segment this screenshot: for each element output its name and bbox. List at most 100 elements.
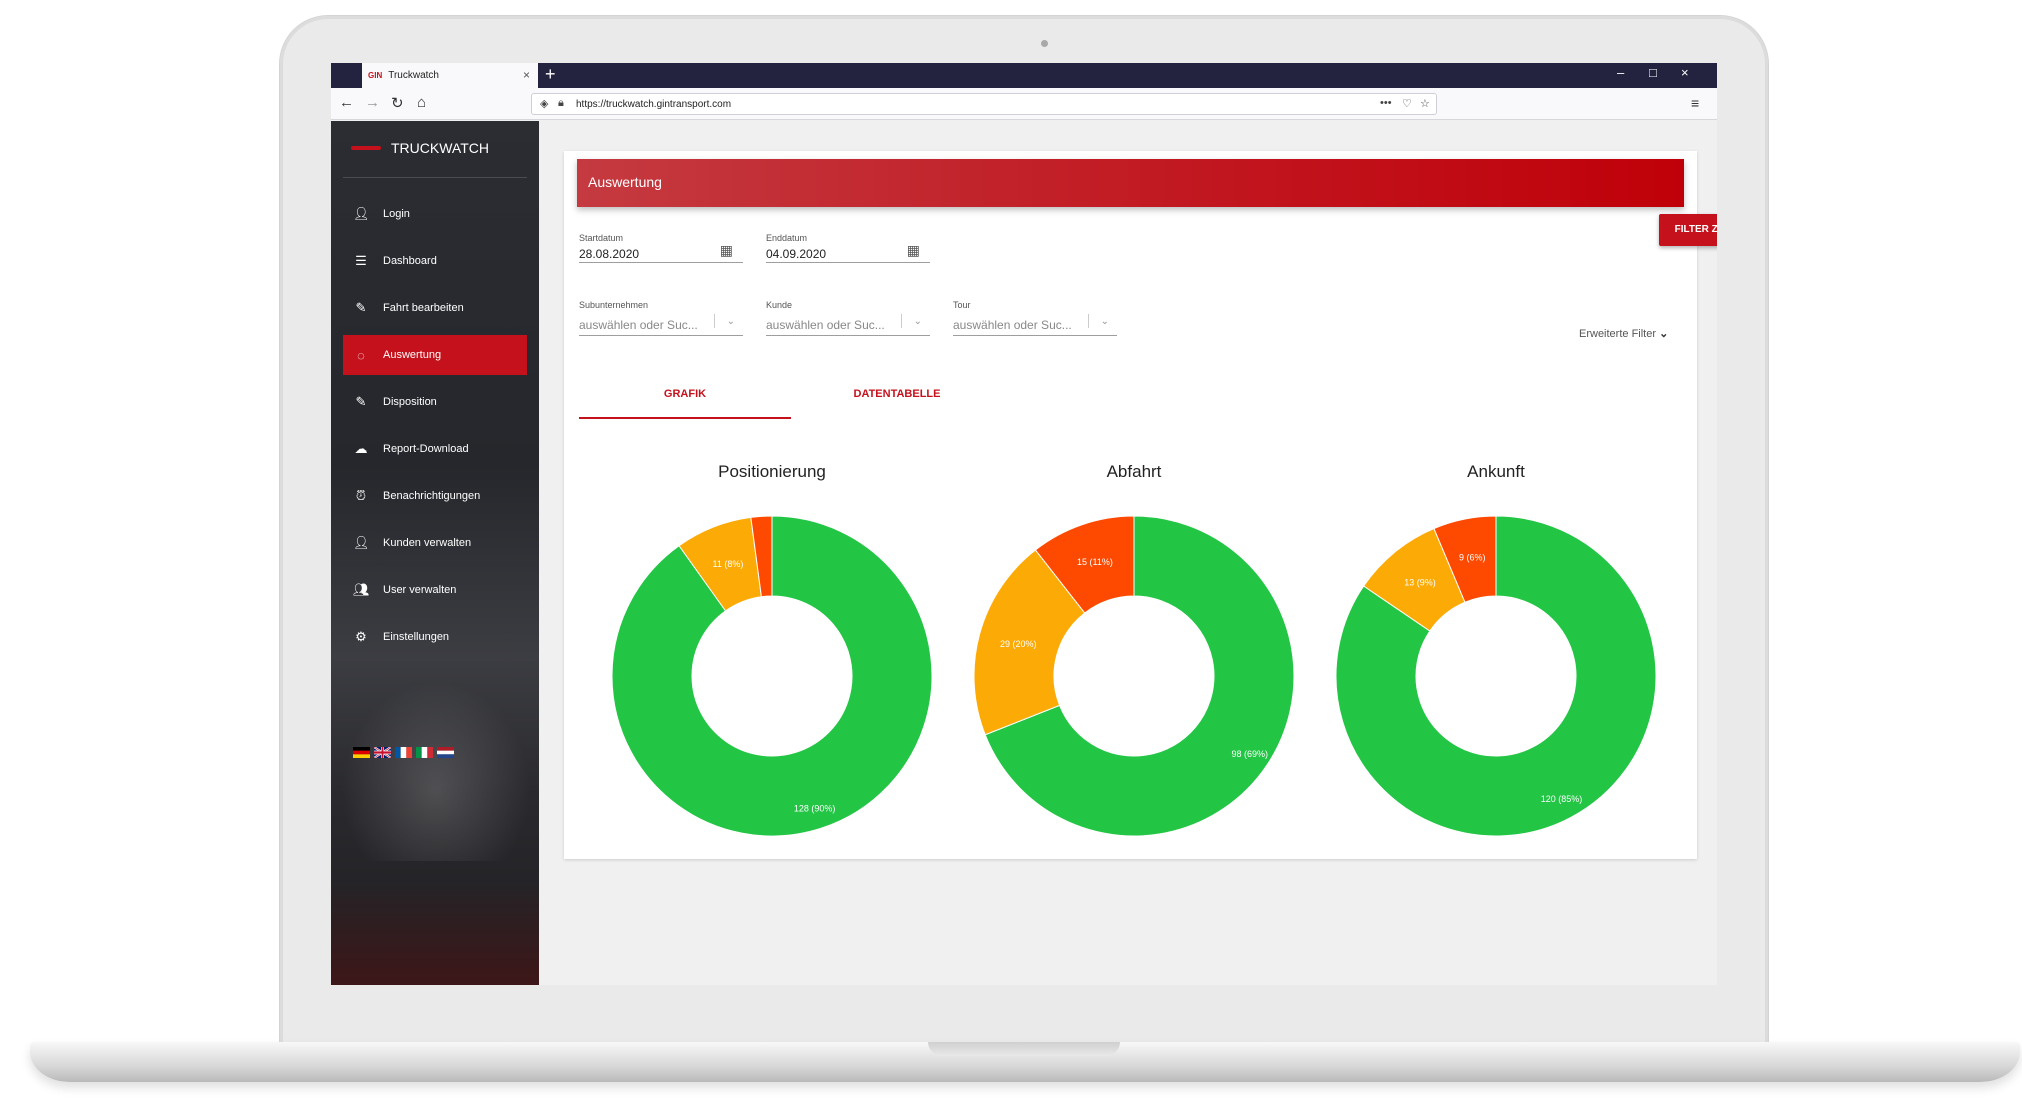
brand[interactable]: TRUCKWATCH — [351, 138, 489, 158]
donut-slice-label: 13 (9%) — [1404, 578, 1436, 588]
reset-filter-button[interactable]: FILTER ZURÜCKSETZEN — [1659, 214, 1717, 246]
sidebar-item-fahrt-bearbeiten[interactable]: ✎ Fahrt bearbeiten — [343, 288, 527, 328]
sidebar-item-einstellungen[interactable]: ⚙ Einstellungen — [343, 617, 527, 657]
customer-label: Kunde — [766, 300, 793, 310]
flag-fr-icon[interactable] — [395, 747, 412, 758]
end-date-value: 04.09.2020 — [766, 247, 827, 261]
flag-nl-icon[interactable] — [437, 747, 454, 758]
sidebar-item-kunden-verwalten[interactable]: 👤︎ Kunden verwalten — [343, 523, 527, 563]
tab-title: Truckwatch — [388, 70, 439, 81]
new-tab-icon[interactable]: + — [545, 64, 556, 84]
customer-placeholder: auswählen oder Suc... — [766, 318, 885, 332]
donut-slice-label: 15 (11%) — [1077, 557, 1113, 567]
advanced-filter-toggle[interactable]: Erweiterte Filter ⌄ — [1579, 327, 1668, 340]
donut-slice-0[interactable] — [1335, 515, 1657, 837]
people-icon: 👥︎ — [353, 582, 370, 597]
sidebar-item-dashboard[interactable]: ☰ Dashboard — [343, 241, 527, 281]
sidebar-item-label: User verwalten — [383, 584, 457, 596]
sidebar-item-benachrichtigungen[interactable]: ⏰︎ Benachrichtigungen — [343, 476, 527, 516]
tour-select[interactable]: Tour auswählen oder Suc... ⌄ — [953, 300, 1117, 336]
brand-logo-icon — [351, 146, 381, 150]
subcontractor-label: Subunternehmen — [579, 300, 649, 310]
back-icon[interactable]: ← — [339, 94, 354, 111]
sidebar-background-floor — [331, 881, 539, 985]
active-tab-indicator — [579, 417, 791, 419]
minimize-icon[interactable]: – — [1617, 65, 1625, 80]
donut-slice-1[interactable] — [973, 549, 1086, 736]
forward-icon[interactable]: → — [365, 94, 380, 111]
donut-slice-2[interactable] — [1034, 515, 1135, 614]
subcontractor-placeholder: auswählen oder Suc... — [579, 318, 698, 332]
sidebar-item-label: Kunden verwalten — [383, 537, 472, 549]
donut-slice-label: 9 (6%) — [1459, 553, 1486, 563]
flag-en-icon[interactable] — [374, 747, 391, 758]
calendar-icon[interactable]: ▦ — [906, 242, 920, 258]
advanced-filter-label: Erweiterte Filter — [1579, 328, 1657, 340]
pencil-icon: ✎ — [355, 300, 367, 315]
donut-slice-2[interactable] — [1433, 515, 1497, 603]
chart-title-abfahrt: Abfahrt — [1106, 462, 1162, 481]
donut-slice-label: 29 (20%) — [1000, 639, 1037, 649]
cloud-download-icon: ☁ — [354, 441, 368, 456]
tab-close-icon[interactable]: × — [522, 68, 530, 82]
camera-dot — [1041, 40, 1048, 47]
chevron-down-icon: ⌄ — [726, 316, 735, 327]
sidebar-item-label: Dashboard — [383, 255, 437, 267]
sidebar-item-report-download[interactable]: ☁ Report-Download — [343, 429, 527, 469]
brand-divider — [343, 177, 527, 178]
subcontractor-select[interactable]: Subunternehmen auswählen oder Suc... ⌄ — [579, 300, 743, 336]
sidebar-item-user-verwalten[interactable]: 👥︎ User verwalten — [343, 570, 527, 610]
donut-slice-0[interactable] — [984, 515, 1295, 837]
flag-it-icon[interactable] — [416, 747, 433, 758]
flag-de-icon[interactable] — [353, 747, 370, 758]
tab-grafik[interactable]: GRAFIK — [663, 388, 707, 400]
url-text: https://truckwatch.gintransport.com — [576, 99, 732, 110]
chart-title-ankunft: Ankunft — [1467, 462, 1525, 481]
window-close-icon[interactable]: × — [1681, 65, 1689, 80]
donut-slice-label: 11 (8%) — [712, 559, 743, 569]
reload-icon[interactable]: ↻ — [391, 95, 404, 112]
start-date-value: 28.08.2020 — [579, 247, 640, 261]
pencil-icon: ✎ — [355, 394, 367, 409]
donut-slice-2[interactable] — [750, 515, 773, 598]
more-icon[interactable]: ••• — [1380, 97, 1392, 109]
shield-icon: ◈ — [540, 98, 549, 110]
alarm-icon: ⏰︎ — [355, 488, 367, 503]
chart-title-positionierung: Positionierung — [718, 462, 826, 481]
hamburger-menu-icon[interactable]: ≡ — [1691, 95, 1700, 111]
tab-logo-icon: GIN — [368, 71, 383, 80]
sidebar-item-label: Auswertung — [383, 349, 442, 361]
calendar-icon[interactable]: ▦ — [719, 242, 733, 258]
end-date-field[interactable]: Enddatum 04.09.2020 ▦ — [766, 233, 930, 263]
evaluation-card: Auswertung Startdatum 28.08.2020 ▦ Endda… — [564, 151, 1717, 859]
sidebar-item-login[interactable]: 👤︎ Login — [343, 194, 527, 234]
donut-slice-label: 98 (69%) — [1231, 749, 1268, 759]
language-flags — [353, 747, 454, 758]
sidebar-item-label: Disposition — [383, 396, 437, 408]
laptop-notch — [928, 1042, 1120, 1056]
pocket-icon[interactable]: ♡ — [1402, 98, 1412, 110]
maximize-icon[interactable]: □ — [1649, 65, 1657, 80]
donut-slice-0[interactable] — [611, 515, 933, 837]
person-icon: 👤︎ — [353, 535, 370, 550]
sidebar: TRUCKWATCH 👤︎ Login ☰ Dashboard ✎ Fahrt … — [331, 121, 539, 985]
brand-name: TRUCKWATCH — [391, 140, 489, 156]
end-date-label: Enddatum — [766, 233, 808, 243]
start-date-label: Startdatum — [579, 233, 624, 243]
customer-select[interactable]: Kunde auswählen oder Suc... ⌄ — [766, 300, 930, 336]
tour-placeholder: auswählen oder Suc... — [953, 318, 1072, 332]
list-icon: ☰ — [355, 253, 367, 268]
sidebar-item-auswertung[interactable]: ◌ Auswertung — [343, 335, 527, 375]
sidebar-item-disposition[interactable]: ✎ Disposition — [343, 382, 527, 422]
sidebar-item-label: Fahrt bearbeiten — [383, 302, 464, 314]
bookmark-star-icon[interactable]: ☆ — [1420, 98, 1430, 110]
chevron-down-icon: ⌄ — [1100, 316, 1109, 327]
url-field[interactable]: ◈ 🔒︎ https://truckwatch.gintransport.com… — [531, 93, 1437, 115]
start-date-field[interactable]: Startdatum 28.08.2020 ▦ — [579, 233, 743, 263]
chevron-down-icon: ⌄ — [913, 316, 922, 327]
home-icon[interactable]: ⌂ — [417, 94, 427, 111]
page-title: Auswertung — [577, 159, 1684, 207]
sidebar-item-label: Einstellungen — [383, 631, 450, 643]
browser-tab[interactable]: GIN Truckwatch × — [362, 63, 538, 88]
tab-datentabelle[interactable]: DATENTABELLE — [853, 388, 941, 400]
